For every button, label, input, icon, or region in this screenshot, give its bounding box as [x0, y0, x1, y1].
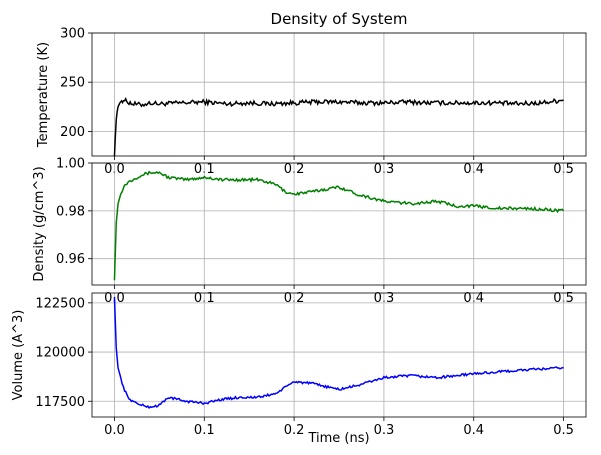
y-axis-label: Density (g/cm^3) [32, 166, 47, 281]
axes-frame [91, 32, 587, 157]
series-line-2 [113, 170, 565, 281]
axes-frame [91, 292, 587, 418]
y-tick-label: 200 [60, 125, 85, 140]
x-tick-label: 0.0 [104, 423, 125, 438]
y-tick-label: 300 [60, 27, 85, 42]
y-tick-label: 0.98 [56, 204, 85, 219]
y-tick-label: 1.00 [56, 157, 85, 172]
y-axis-label: Temperature (K) [36, 42, 51, 148]
x-axis-label: Time (ns) [307, 431, 369, 446]
series-line-1 [113, 97, 564, 156]
series-line-3 [113, 296, 564, 410]
y-tick-label: 120000 [35, 346, 85, 361]
subplot-3: 0.0 0.1 0.2 0.3 0.4 0.5 117500 120000 122500 Volu… [11, 292, 587, 438]
axes-frame [91, 162, 587, 286]
y-axis-label: Volume (A^3) [11, 310, 26, 401]
x-tick-label: 0.4 [463, 423, 484, 438]
y-tick-label: 250 [60, 76, 85, 91]
chart-title: Density of System [271, 10, 408, 28]
y-tick-label: 117500 [35, 395, 85, 410]
x-tick-label: 0.1 [194, 423, 215, 438]
y-tick-label: 0.96 [56, 252, 85, 267]
x-tick-label: 0.3 [374, 423, 395, 438]
y-tick-label: 122500 [35, 296, 85, 311]
x-tick-label: 0.2 [284, 423, 305, 438]
x-tick-label: 0.5 [553, 423, 574, 438]
